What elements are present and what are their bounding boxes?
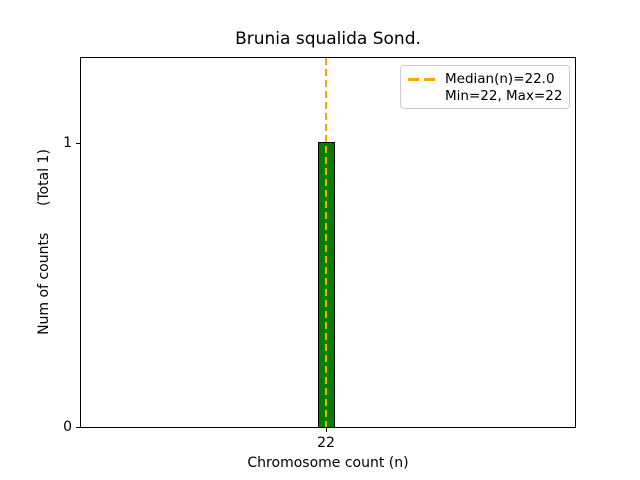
median-line bbox=[325, 58, 327, 427]
legend-label-minmax: Min=22, Max=22 bbox=[445, 88, 563, 104]
x-tick-label-22: 22 bbox=[317, 435, 335, 451]
empty-handle-icon bbox=[408, 95, 435, 98]
x-tick-mark-22 bbox=[325, 428, 327, 432]
legend: Median(n)=22.0 Min=22, Max=22 bbox=[400, 65, 570, 109]
legend-entry-minmax: Min=22, Max=22 bbox=[408, 88, 562, 104]
y-tick-mark-1 bbox=[76, 142, 80, 144]
chart-title: Brunia squalida Sond. bbox=[235, 29, 421, 49]
y-tick-mark-0 bbox=[76, 427, 80, 429]
y-tick-label-0: 0 bbox=[63, 419, 72, 435]
y-tick-label-1: 1 bbox=[63, 135, 72, 151]
orange-dashed-line-icon bbox=[408, 77, 435, 81]
x-axis-label: Chromosome count (n) bbox=[247, 455, 409, 471]
legend-entry-median: Median(n)=22.0 bbox=[408, 71, 562, 87]
legend-label-median: Median(n)=22.0 bbox=[445, 71, 555, 87]
y-axis-label: Num of counts (Total 1) bbox=[36, 149, 52, 335]
